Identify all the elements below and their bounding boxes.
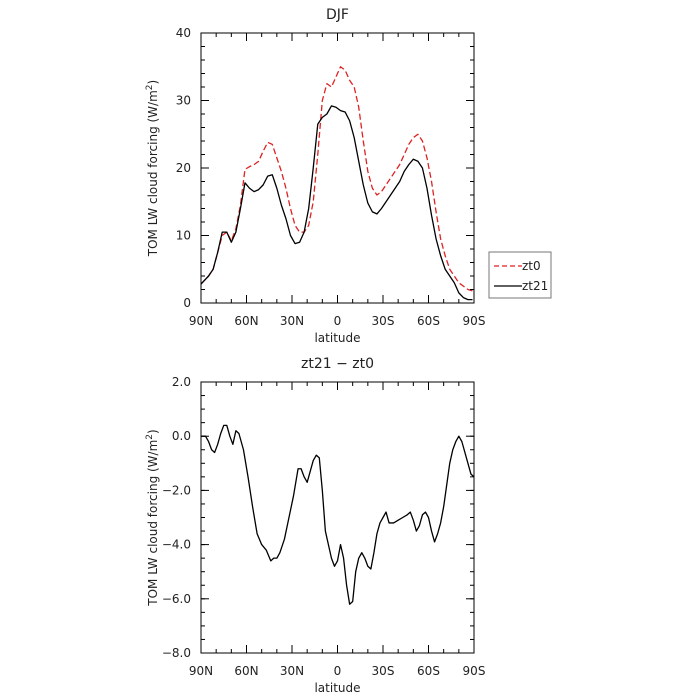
x-tick-label: 30N [280, 664, 304, 678]
legend-box [488, 251, 552, 299]
y-tick-label: 0 [183, 296, 191, 310]
x-tick-label: 90N [189, 664, 213, 678]
series-line-zt21 [200, 105, 473, 301]
y-tick-label: 10 [176, 229, 191, 243]
y-tick-label: 30 [176, 94, 191, 108]
x-tick-label: 30S [372, 314, 395, 328]
y-tick-label: −6.0 [162, 592, 191, 606]
y-tick-label: 2.0 [172, 375, 191, 389]
series-line-series-1 [201, 424, 475, 605]
x-tick-label: 0 [334, 314, 342, 328]
y-tick-label: −4.0 [162, 538, 191, 552]
x-tick-label: 0 [334, 664, 342, 678]
x-tick-label: 60S [417, 314, 440, 328]
chart-title: DJF [326, 7, 349, 23]
legend-label-zt21: zt21 [522, 279, 548, 293]
x-tick-label: 60S [417, 664, 440, 678]
x-tick-label: 90N [189, 314, 213, 328]
y-tick-label: 20 [176, 161, 191, 175]
y-tick-label: 40 [176, 26, 191, 40]
x-tick-label: 90S [463, 314, 486, 328]
chart-title: zt21 − zt0 [301, 356, 374, 372]
y-tick-label: −2.0 [162, 483, 191, 497]
x-axis-title: latitude [314, 681, 360, 695]
chart-panel-2: zt21 − zt0 −8.0 −6.0 −4.0 −2.0 0.0 2.0 90N 60N 30… [145, 356, 485, 695]
y-axis-title: TOM LW cloud forcing (W/m2) [145, 80, 160, 257]
x-tick-label: 90S [463, 664, 486, 678]
legend-label-zt0: zt0 [522, 259, 541, 273]
series-line-zt0 [200, 66, 473, 292]
x-axis-title: latitude [314, 331, 360, 345]
y-tick-label: −8.0 [162, 646, 191, 660]
x-tick-label: 30S [372, 664, 395, 678]
x-tick-label: 60N [234, 664, 258, 678]
x-tick-label: 60N [234, 314, 258, 328]
chart-panel-1: DJF 0 10 20 30 40 90N 60N 30N 0 30S 60S 90S latitude T… [145, 7, 552, 345]
plot-frame [200, 381, 475, 654]
legend: zt0 zt21 [488, 251, 552, 299]
x-tick-label: 30N [280, 314, 304, 328]
y-axis-title: TOM LW cloud forcing (W/m2) [145, 429, 160, 606]
y-tick-label: 0.0 [172, 429, 191, 443]
